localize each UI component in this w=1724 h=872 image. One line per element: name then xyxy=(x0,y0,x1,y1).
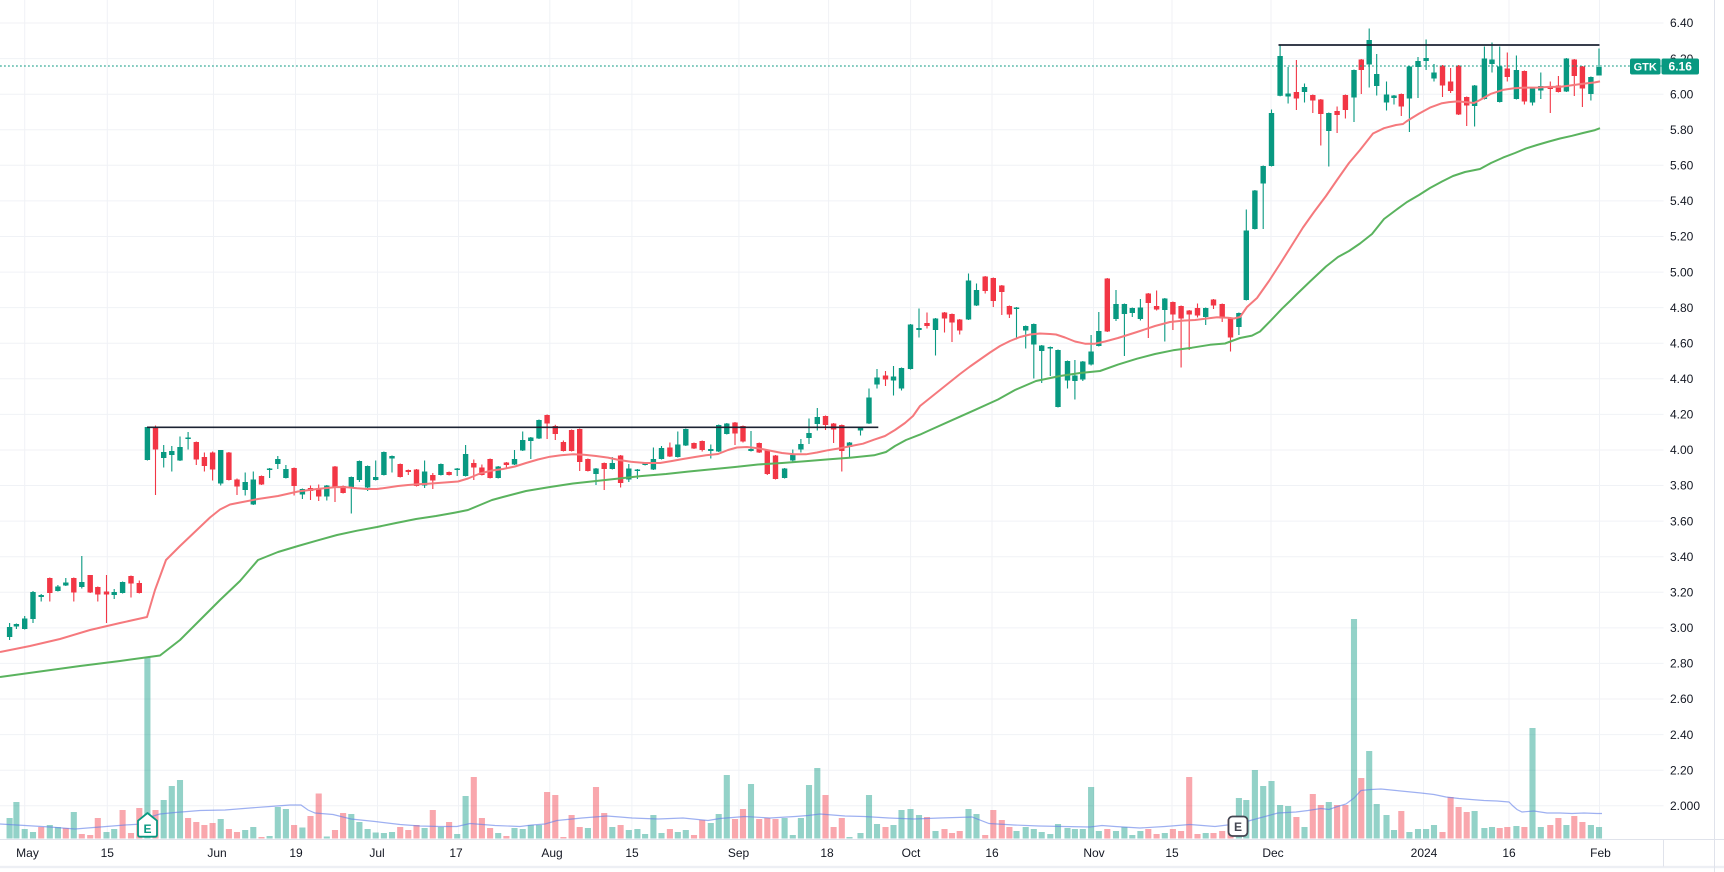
svg-text:2.40: 2.40 xyxy=(1670,728,1694,742)
svg-text:5.60: 5.60 xyxy=(1670,159,1694,173)
svg-text:2.80: 2.80 xyxy=(1670,657,1694,671)
svg-text:Sep: Sep xyxy=(728,846,750,860)
svg-text:5.00: 5.00 xyxy=(1670,265,1694,279)
svg-text:Feb: Feb xyxy=(1590,846,1611,860)
svg-text:3.20: 3.20 xyxy=(1670,586,1694,600)
svg-text:3.80: 3.80 xyxy=(1670,479,1694,493)
svg-text:6.40: 6.40 xyxy=(1670,16,1694,30)
svg-text:15: 15 xyxy=(625,846,639,860)
svg-text:Jun: Jun xyxy=(207,846,226,860)
svg-text:19: 19 xyxy=(289,846,303,860)
svg-text:5.40: 5.40 xyxy=(1670,194,1694,208)
svg-text:2.20: 2.20 xyxy=(1670,763,1694,777)
svg-text:4.20: 4.20 xyxy=(1670,408,1694,422)
svg-text:17: 17 xyxy=(449,846,463,860)
svg-text:3.60: 3.60 xyxy=(1670,514,1694,528)
svg-text:4.00: 4.00 xyxy=(1670,443,1694,457)
svg-text:6.00: 6.00 xyxy=(1670,87,1694,101)
svg-text:Dec: Dec xyxy=(1262,846,1283,860)
svg-text:5.20: 5.20 xyxy=(1670,230,1694,244)
svg-text:6.16: 6.16 xyxy=(1669,60,1693,74)
svg-text:18: 18 xyxy=(820,846,834,860)
svg-text:May: May xyxy=(16,846,39,860)
svg-text:2024: 2024 xyxy=(1411,846,1438,860)
svg-text:4.80: 4.80 xyxy=(1670,301,1694,315)
svg-text:4.40: 4.40 xyxy=(1670,372,1694,386)
svg-text:E: E xyxy=(143,822,151,836)
svg-text:3.40: 3.40 xyxy=(1670,550,1694,564)
svg-text:16: 16 xyxy=(1502,846,1516,860)
svg-text:3.00: 3.00 xyxy=(1670,621,1694,635)
svg-text:16: 16 xyxy=(985,846,999,860)
svg-text:5.80: 5.80 xyxy=(1670,123,1694,137)
svg-text:Nov: Nov xyxy=(1083,846,1104,860)
svg-text:E: E xyxy=(1234,820,1242,834)
svg-text:15: 15 xyxy=(101,846,115,860)
svg-text:Aug: Aug xyxy=(541,846,562,860)
svg-text:2.60: 2.60 xyxy=(1670,692,1694,706)
svg-text:4.60: 4.60 xyxy=(1670,336,1694,350)
svg-text:GTK: GTK xyxy=(1634,62,1657,74)
svg-text:15: 15 xyxy=(1165,846,1179,860)
svg-text:Oct: Oct xyxy=(902,846,921,860)
svg-text:2.000: 2.000 xyxy=(1670,799,1700,813)
svg-text:Jul: Jul xyxy=(369,846,384,860)
